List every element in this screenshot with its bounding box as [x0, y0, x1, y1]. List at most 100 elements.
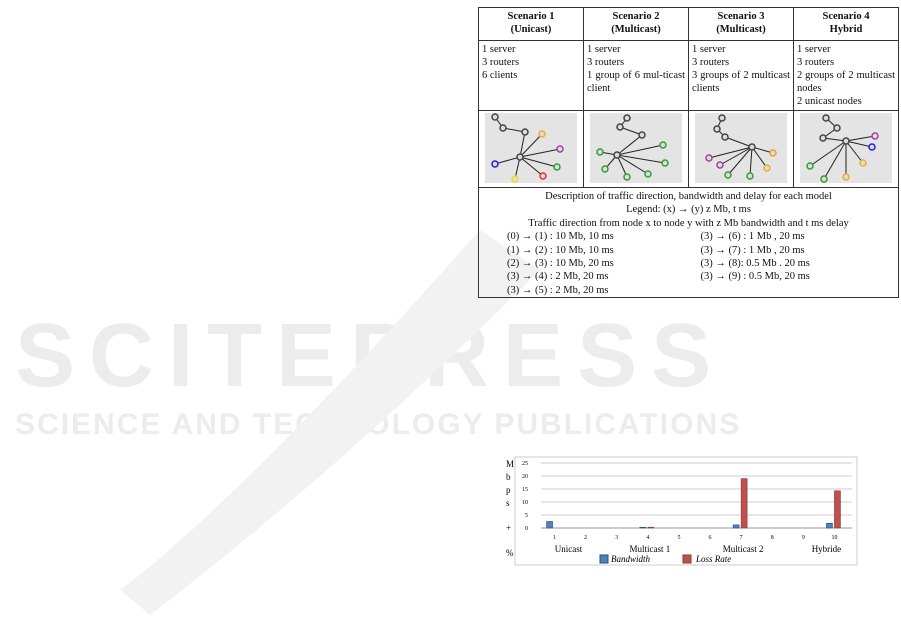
y-tick-label: 20 [522, 474, 528, 480]
node [521, 128, 529, 136]
node [659, 141, 667, 149]
node [553, 163, 561, 171]
topology-diagram-3 [695, 113, 787, 183]
link [494, 156, 521, 165]
node [763, 164, 771, 172]
link [616, 134, 643, 156]
node [833, 124, 841, 132]
link [616, 154, 666, 164]
y-label-char: b [506, 472, 511, 482]
x-tick-label: 10 [831, 535, 837, 541]
bar-bandwidth [639, 526, 647, 529]
bar-loss-rate [740, 478, 748, 529]
y-label-char: s [506, 498, 510, 508]
header-scenario-1: Scenario 1 (Unicast) [478, 7, 584, 41]
node [644, 170, 652, 178]
node [539, 172, 547, 180]
node [769, 149, 777, 157]
node [491, 160, 499, 168]
link [616, 154, 628, 178]
node [721, 133, 729, 141]
node [713, 125, 721, 133]
node [623, 114, 631, 122]
link [519, 156, 558, 168]
node [820, 175, 828, 183]
node [491, 113, 499, 121]
node [859, 159, 867, 167]
link [619, 126, 643, 136]
node [724, 171, 732, 179]
bar-bandwidth [732, 524, 740, 529]
link [823, 140, 847, 180]
x-tick-label: 7 [740, 535, 743, 541]
node [613, 151, 621, 159]
link [519, 133, 543, 158]
node [819, 134, 827, 142]
header-scenario-3: Scenario 3 (Multicast) [688, 7, 794, 41]
group-label: Multicast 1 [629, 544, 670, 554]
node [842, 137, 850, 145]
x-tick-label: 5 [677, 535, 680, 541]
node [746, 172, 754, 180]
node [705, 154, 713, 162]
node [718, 114, 726, 122]
link [727, 146, 753, 176]
legend-swatch-bandwidth [599, 554, 609, 564]
header-scenario-2: Scenario 2 (Multicast) [583, 7, 689, 41]
group-label: Hybride [812, 544, 842, 554]
y-tick-label: 15 [522, 487, 528, 493]
node [748, 143, 756, 151]
x-tick-label: 8 [771, 535, 774, 541]
link [616, 144, 664, 156]
node [868, 143, 876, 151]
link [751, 146, 768, 169]
node [596, 148, 604, 156]
link [845, 135, 876, 142]
y-tick-label: 10 [522, 500, 528, 506]
chart-frame [514, 456, 858, 566]
link [809, 140, 847, 167]
topology-diagram-1 [485, 113, 577, 183]
node [511, 175, 519, 183]
group-label: Multicast 2 [723, 544, 764, 554]
x-tick-label: 1 [553, 535, 556, 541]
bar-bandwidth [546, 521, 553, 529]
legend: Bandwidth Loss Rate [599, 554, 731, 564]
node [842, 173, 850, 181]
x-tick-label: 2 [584, 535, 587, 541]
link [822, 137, 847, 142]
topology-diagram-2 [590, 113, 682, 183]
link [519, 148, 561, 158]
link [724, 136, 753, 148]
node [716, 161, 724, 169]
x-tick-label: 6 [709, 535, 712, 541]
legend-label-loss-rate: Loss Rate [695, 554, 731, 564]
node [806, 162, 814, 170]
node [871, 132, 879, 140]
bar-loss-rate [647, 526, 655, 529]
node [616, 123, 624, 131]
bar-bandwidth [826, 523, 833, 529]
link [514, 156, 521, 180]
node [601, 165, 609, 173]
y-label-char: % [506, 548, 514, 558]
desc-scenario-1: 1 server 3 routers 6 clients [478, 40, 584, 111]
y-label-char: + [506, 523, 511, 533]
y-tick-label: 0 [525, 526, 528, 532]
y-tick-label: 25 [522, 461, 528, 467]
link [519, 156, 544, 177]
legend-swatch-loss-rate [682, 554, 692, 564]
link [708, 146, 753, 159]
node [638, 131, 646, 139]
x-tick-label: 9 [802, 535, 805, 541]
link [519, 131, 526, 158]
scenario-table: Scenario 1 (Unicast) Scenario 2 (Multicast… [478, 7, 899, 299]
header-scenario-4: Scenario 4 Hybrid [793, 7, 899, 41]
node [538, 130, 546, 138]
y-tick-label: 5 [525, 513, 528, 519]
node [499, 124, 507, 132]
topology-diagram-4 [800, 113, 892, 183]
link [845, 140, 873, 148]
node [822, 114, 830, 122]
